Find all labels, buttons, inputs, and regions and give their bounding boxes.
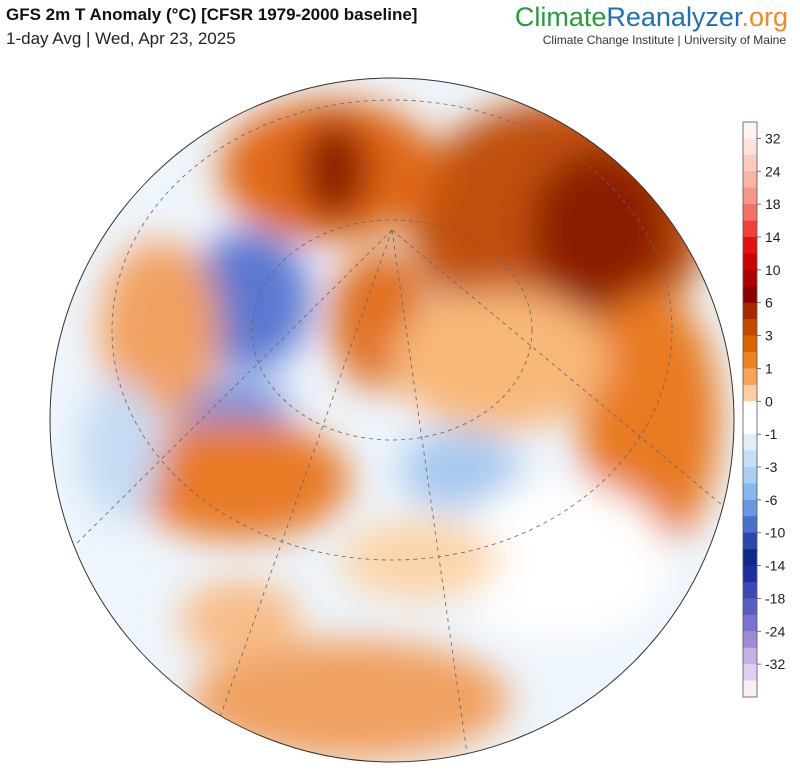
brand-part: Climate bbox=[515, 2, 607, 32]
colorbar-segment bbox=[743, 187, 757, 205]
colorbar-segment bbox=[743, 598, 757, 616]
colorbar-tick-label: 24 bbox=[765, 163, 781, 179]
subtitle: 1-day Avg | Wed, Apr 23, 2025 bbox=[6, 29, 236, 48]
colorbar-segment bbox=[743, 532, 757, 550]
colorbar-tick-label: 0 bbox=[765, 393, 773, 409]
colorbar-segment bbox=[743, 138, 757, 156]
colorbar-tick-label: -10 bbox=[765, 525, 785, 541]
colorbar-segment bbox=[743, 286, 757, 304]
colorbar-tick-label: -24 bbox=[765, 623, 785, 639]
colorbar-segment bbox=[743, 434, 757, 451]
colorbar-segment bbox=[743, 516, 757, 534]
colorbar-tick-label: -32 bbox=[765, 656, 785, 672]
colorbar-segment bbox=[743, 450, 757, 468]
colorbar-tick-label: 3 bbox=[765, 328, 773, 344]
colorbar-segment bbox=[743, 582, 757, 599]
brand: ClimateReanalyzer.org bbox=[515, 2, 788, 32]
colorbar-segment bbox=[743, 352, 757, 369]
colorbar-segment bbox=[743, 237, 757, 254]
colorbar-segment bbox=[743, 154, 757, 172]
colorbar-segment bbox=[743, 565, 757, 583]
colorbar-segment bbox=[743, 631, 757, 649]
brand-part: .org bbox=[741, 2, 788, 32]
title: GFS 2m T Anomaly (°C) [CFSR 1979-2000 ba… bbox=[6, 5, 417, 24]
brand-part: Reanalyzer bbox=[606, 2, 743, 32]
colorbar-segment bbox=[743, 499, 757, 517]
colorbar-tick-label: 14 bbox=[765, 229, 781, 245]
colorbar-segment bbox=[743, 417, 757, 435]
colorbar-segment bbox=[743, 368, 757, 386]
colorbar-segment bbox=[743, 549, 757, 566]
colorbar-tick-label: 32 bbox=[765, 130, 781, 146]
colorbar-tick-label: 18 bbox=[765, 196, 781, 212]
colorbar-segment bbox=[743, 335, 757, 353]
globe bbox=[49, 77, 735, 763]
colorbar-tick-label: -14 bbox=[765, 558, 785, 574]
colorbar-tick-label: -1 bbox=[765, 426, 778, 442]
colorbar-segment bbox=[743, 171, 757, 189]
colorbar-segment bbox=[743, 401, 757, 419]
colorbar-segment bbox=[743, 269, 757, 287]
colorbar-segment bbox=[743, 680, 757, 698]
colorbar-tick-label: -3 bbox=[765, 459, 778, 475]
colorbar-segment bbox=[743, 647, 757, 665]
colorbar-segment bbox=[743, 319, 757, 336]
colorbar-segment bbox=[743, 302, 757, 320]
colorbar-segment bbox=[743, 467, 757, 484]
brand-tagline: Climate Change Institute | University of… bbox=[543, 33, 787, 47]
colorbar-segment bbox=[743, 664, 757, 681]
colorbar-segment bbox=[743, 384, 757, 402]
colorbar-tick-label: 1 bbox=[765, 360, 773, 376]
colorbar-segment bbox=[743, 614, 757, 632]
colorbar-segment bbox=[743, 253, 757, 271]
colorbar-tick-label: -6 bbox=[765, 492, 778, 508]
colorbar-segment bbox=[743, 204, 757, 221]
colorbar-tick-label: -18 bbox=[765, 590, 785, 606]
colorbar-segment bbox=[743, 220, 757, 238]
colorbar-tick-label: 10 bbox=[765, 262, 781, 278]
colorbar-segment bbox=[743, 483, 757, 501]
colorbar-tick-label: 6 bbox=[765, 295, 773, 311]
colorbar-frame bbox=[742, 121, 758, 698]
colorbar-segment bbox=[743, 122, 757, 139]
